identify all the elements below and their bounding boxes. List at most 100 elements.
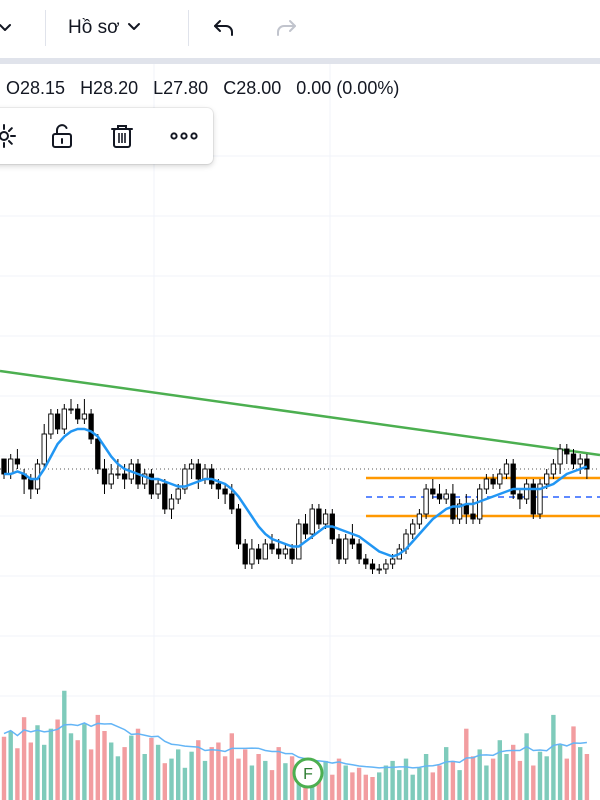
volume-bar (578, 747, 583, 800)
candle-body (95, 438, 101, 470)
candle-body (229, 493, 235, 510)
unlock-icon[interactable] (46, 120, 78, 152)
candle-body (75, 408, 81, 420)
volume-bar (256, 754, 261, 800)
candle-body (564, 448, 570, 455)
volume-bar (330, 774, 335, 800)
toolbar-separator (0, 58, 600, 64)
volume-bar (336, 758, 342, 800)
candle-body (28, 478, 34, 490)
candle-body (309, 508, 315, 535)
price-chart[interactable]: F (0, 64, 600, 800)
candle-body (195, 463, 201, 480)
more-icon[interactable] (168, 120, 200, 152)
event-marker-f[interactable]: F (292, 757, 324, 789)
candle-body (483, 478, 490, 490)
volume-bar (537, 751, 543, 800)
undo-icon[interactable] (208, 12, 240, 44)
legend-open: O28.15 (6, 78, 66, 98)
volume-bar (236, 758, 241, 800)
candle-body (101, 468, 108, 485)
candle-body (41, 433, 47, 465)
volume-bar (397, 770, 402, 800)
candle-body (584, 458, 590, 470)
toolbar-divider (45, 10, 46, 46)
candle-body (410, 523, 416, 535)
candle-body (544, 473, 550, 485)
volume-series (1, 690, 590, 800)
candle-body (336, 538, 342, 560)
volume-bar (129, 735, 134, 800)
volume-bar (511, 744, 516, 800)
chevron-down-icon[interactable] (0, 18, 20, 38)
volume-bar (524, 733, 529, 800)
trash-icon[interactable] (106, 120, 138, 152)
volume-bar (249, 765, 255, 800)
candle-body (175, 488, 181, 500)
candle-body (269, 543, 275, 550)
volume-bar (504, 754, 509, 800)
redo-icon[interactable] (270, 12, 302, 44)
candle-body (188, 463, 195, 470)
volume-bar (289, 756, 295, 800)
candle-body (577, 458, 583, 465)
candle-body (148, 473, 155, 495)
volume-bar (444, 747, 449, 800)
candle-body (443, 493, 449, 500)
candle-body (477, 488, 483, 520)
volume-bar (162, 763, 167, 800)
volume-bar (1, 736, 7, 800)
range-box (366, 476, 600, 518)
legend-high: H28.20 (80, 78, 139, 98)
volume-bar (423, 754, 429, 800)
settings-icon[interactable] (0, 120, 20, 152)
volume-bar (75, 740, 80, 800)
volume-bar (42, 744, 47, 800)
candle-body (356, 543, 362, 560)
volume-bar (497, 740, 502, 800)
candle-body (497, 473, 503, 485)
candle-body (349, 538, 356, 545)
candle-body (322, 513, 329, 525)
candle-body (383, 563, 389, 570)
candle-body (456, 503, 463, 520)
volume-bar (243, 749, 248, 800)
volume-bar (88, 749, 94, 800)
volume-bar (269, 770, 275, 800)
candle-body (8, 458, 14, 475)
volume-bar (323, 760, 328, 800)
legend-change: 0.00 (0.00%) (296, 78, 400, 98)
volume-bar (229, 733, 234, 800)
volume-bar (517, 760, 523, 800)
candle-body (530, 483, 536, 515)
candle-body (276, 548, 282, 555)
candle-body (142, 473, 148, 485)
volume-bar (410, 774, 415, 800)
volume-bar (263, 760, 268, 800)
volume-bar (390, 760, 395, 800)
candle-body (436, 493, 443, 500)
candle-body (202, 468, 208, 480)
profile-button[interactable]: Hồ sơ (56, 10, 172, 46)
candle-body (282, 548, 289, 555)
volume-bar (21, 717, 27, 800)
toolbar-divider (188, 10, 189, 46)
volume-bar (383, 765, 389, 800)
candle-body (537, 483, 543, 515)
volume-bar (102, 731, 107, 800)
candle-body (222, 488, 228, 495)
volume-bar (551, 714, 556, 800)
candle-body (121, 473, 128, 480)
volume-bar (544, 756, 549, 800)
candle-body (155, 483, 161, 495)
candle-body (557, 448, 563, 465)
volume-bar (363, 774, 368, 800)
volume-bar (48, 728, 54, 800)
candle-body (510, 463, 516, 495)
candle-body (168, 498, 175, 510)
volume-bar (189, 751, 194, 800)
candle-body (423, 488, 429, 515)
candle-body (296, 523, 302, 560)
candle-body (550, 463, 557, 475)
volume-bar (571, 726, 576, 800)
